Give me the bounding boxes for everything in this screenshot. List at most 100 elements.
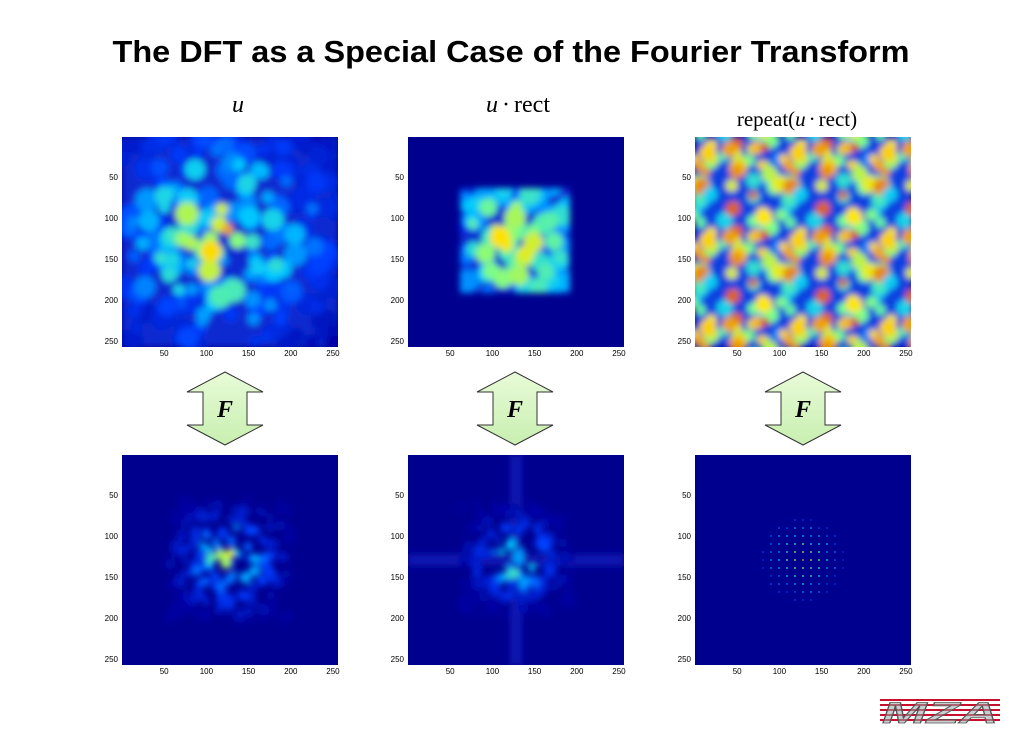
blob bbox=[965, 305, 976, 316]
blob bbox=[492, 581, 499, 589]
blob bbox=[951, 348, 966, 363]
blob bbox=[788, 94, 797, 103]
blob bbox=[951, 435, 966, 450]
blob bbox=[210, 572, 221, 582]
blob bbox=[164, 558, 176, 570]
blob bbox=[928, 127, 940, 139]
blob bbox=[681, 88, 698, 105]
blob bbox=[1017, 303, 1023, 315]
blob bbox=[657, 103, 670, 116]
blob bbox=[216, 594, 226, 605]
blob bbox=[896, 212, 911, 229]
blob bbox=[666, 423, 674, 431]
dot bbox=[762, 567, 764, 569]
blob bbox=[942, 394, 959, 411]
blob bbox=[930, 54, 943, 67]
blob bbox=[721, 316, 737, 332]
blob bbox=[965, 392, 976, 403]
dot bbox=[834, 551, 836, 553]
blob bbox=[639, 376, 650, 387]
blob bbox=[965, 351, 981, 367]
blob bbox=[1017, 478, 1023, 490]
blob bbox=[667, 218, 675, 226]
blob bbox=[951, 173, 966, 188]
blob bbox=[936, 248, 944, 256]
blob bbox=[965, 217, 976, 228]
blob bbox=[951, 88, 968, 105]
dot bbox=[786, 535, 788, 537]
blob bbox=[845, 208, 863, 226]
blob bbox=[628, 152, 638, 162]
blob bbox=[963, 353, 980, 370]
blob bbox=[875, 439, 891, 455]
blob bbox=[836, 85, 851, 100]
blob bbox=[725, 289, 741, 304]
blob bbox=[938, 160, 947, 169]
blob bbox=[905, 201, 911, 216]
blob bbox=[504, 510, 511, 517]
blob bbox=[528, 564, 536, 572]
blob bbox=[838, 137, 848, 140]
blob bbox=[642, 236, 651, 245]
dot bbox=[778, 567, 780, 569]
blob bbox=[677, 91, 693, 107]
dot bbox=[818, 527, 820, 529]
blob bbox=[1018, 214, 1023, 226]
blob bbox=[729, 72, 747, 90]
blob bbox=[974, 155, 988, 169]
blob bbox=[957, 120, 970, 133]
blob bbox=[670, 230, 679, 239]
blob bbox=[478, 198, 498, 217]
transform-arrow bbox=[476, 371, 554, 446]
blob bbox=[289, 137, 311, 150]
blob bbox=[962, 113, 975, 126]
blob bbox=[123, 330, 144, 347]
blob bbox=[963, 72, 975, 84]
y-tick-label: 150 bbox=[391, 255, 405, 264]
blob bbox=[747, 366, 760, 379]
blob bbox=[1019, 366, 1023, 375]
blob bbox=[972, 274, 987, 289]
blob bbox=[846, 383, 863, 400]
blob bbox=[151, 158, 169, 177]
blob bbox=[974, 330, 988, 344]
y-tick-label: 200 bbox=[391, 614, 405, 623]
blob bbox=[965, 194, 979, 208]
operator-label: F bbox=[506, 397, 523, 423]
blob bbox=[965, 282, 979, 296]
x-tick-label: 100 bbox=[486, 667, 500, 676]
blob bbox=[640, 166, 653, 179]
blob bbox=[672, 394, 689, 411]
blob bbox=[996, 289, 1011, 304]
blob bbox=[748, 191, 758, 200]
blob bbox=[175, 202, 199, 226]
blob bbox=[926, 435, 941, 450]
blob bbox=[692, 375, 705, 388]
blob bbox=[184, 235, 199, 251]
blob bbox=[955, 385, 966, 396]
blob bbox=[930, 316, 943, 329]
blob bbox=[657, 390, 669, 402]
blob bbox=[1002, 61, 1011, 70]
blob bbox=[653, 330, 665, 342]
blob bbox=[912, 61, 921, 70]
dot bbox=[794, 543, 796, 545]
blob bbox=[912, 148, 921, 157]
blob bbox=[947, 254, 958, 265]
blob bbox=[731, 427, 741, 437]
blob bbox=[927, 478, 939, 490]
blob bbox=[460, 592, 469, 601]
blob bbox=[988, 388, 999, 399]
blob bbox=[197, 510, 210, 523]
blob bbox=[865, 297, 876, 308]
blob bbox=[658, 214, 670, 226]
blob bbox=[936, 208, 953, 225]
blob bbox=[230, 570, 238, 577]
blob bbox=[879, 144, 897, 162]
blob bbox=[935, 487, 946, 498]
blob bbox=[957, 207, 970, 220]
blob bbox=[988, 240, 998, 250]
blob bbox=[636, 289, 651, 304]
dot bbox=[826, 551, 828, 553]
x-tick-label: 200 bbox=[857, 667, 871, 676]
